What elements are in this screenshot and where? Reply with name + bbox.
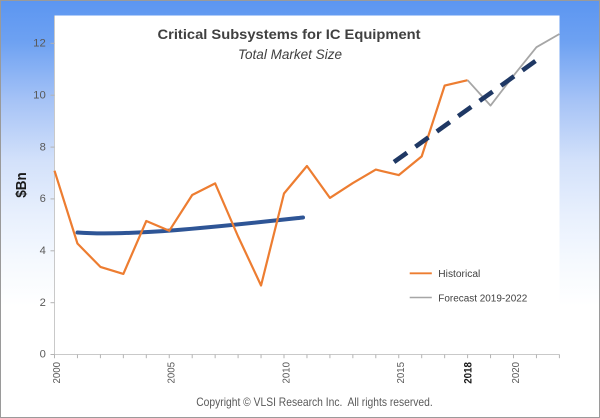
svg-text:2018: 2018 [463, 362, 475, 384]
svg-text:2000: 2000 [52, 362, 63, 384]
svg-text:12: 12 [33, 38, 46, 50]
svg-text:2: 2 [40, 297, 46, 309]
svg-text:Critical Subsystems for IC Equ: Critical Subsystems for IC Equipment [158, 27, 421, 42]
svg-text:8: 8 [40, 141, 46, 153]
svg-text:10: 10 [33, 89, 46, 101]
svg-text:2020: 2020 [511, 362, 522, 384]
svg-text:Total Market Size: Total Market Size [238, 47, 342, 62]
svg-text:$Bn: $Bn [13, 172, 30, 198]
svg-text:Historical: Historical [438, 269, 480, 280]
svg-text:2010: 2010 [281, 362, 292, 384]
svg-text:2015: 2015 [396, 362, 407, 384]
svg-text:Forecast 2019-2022: Forecast 2019-2022 [438, 294, 527, 305]
svg-text:2005: 2005 [167, 362, 178, 384]
svg-text:Copyright © VLSI Research Inc.: Copyright © VLSI Research Inc. All right… [196, 395, 433, 409]
svg-text:6: 6 [40, 193, 46, 205]
svg-text:4: 4 [40, 245, 46, 257]
svg-text:0: 0 [40, 349, 46, 361]
